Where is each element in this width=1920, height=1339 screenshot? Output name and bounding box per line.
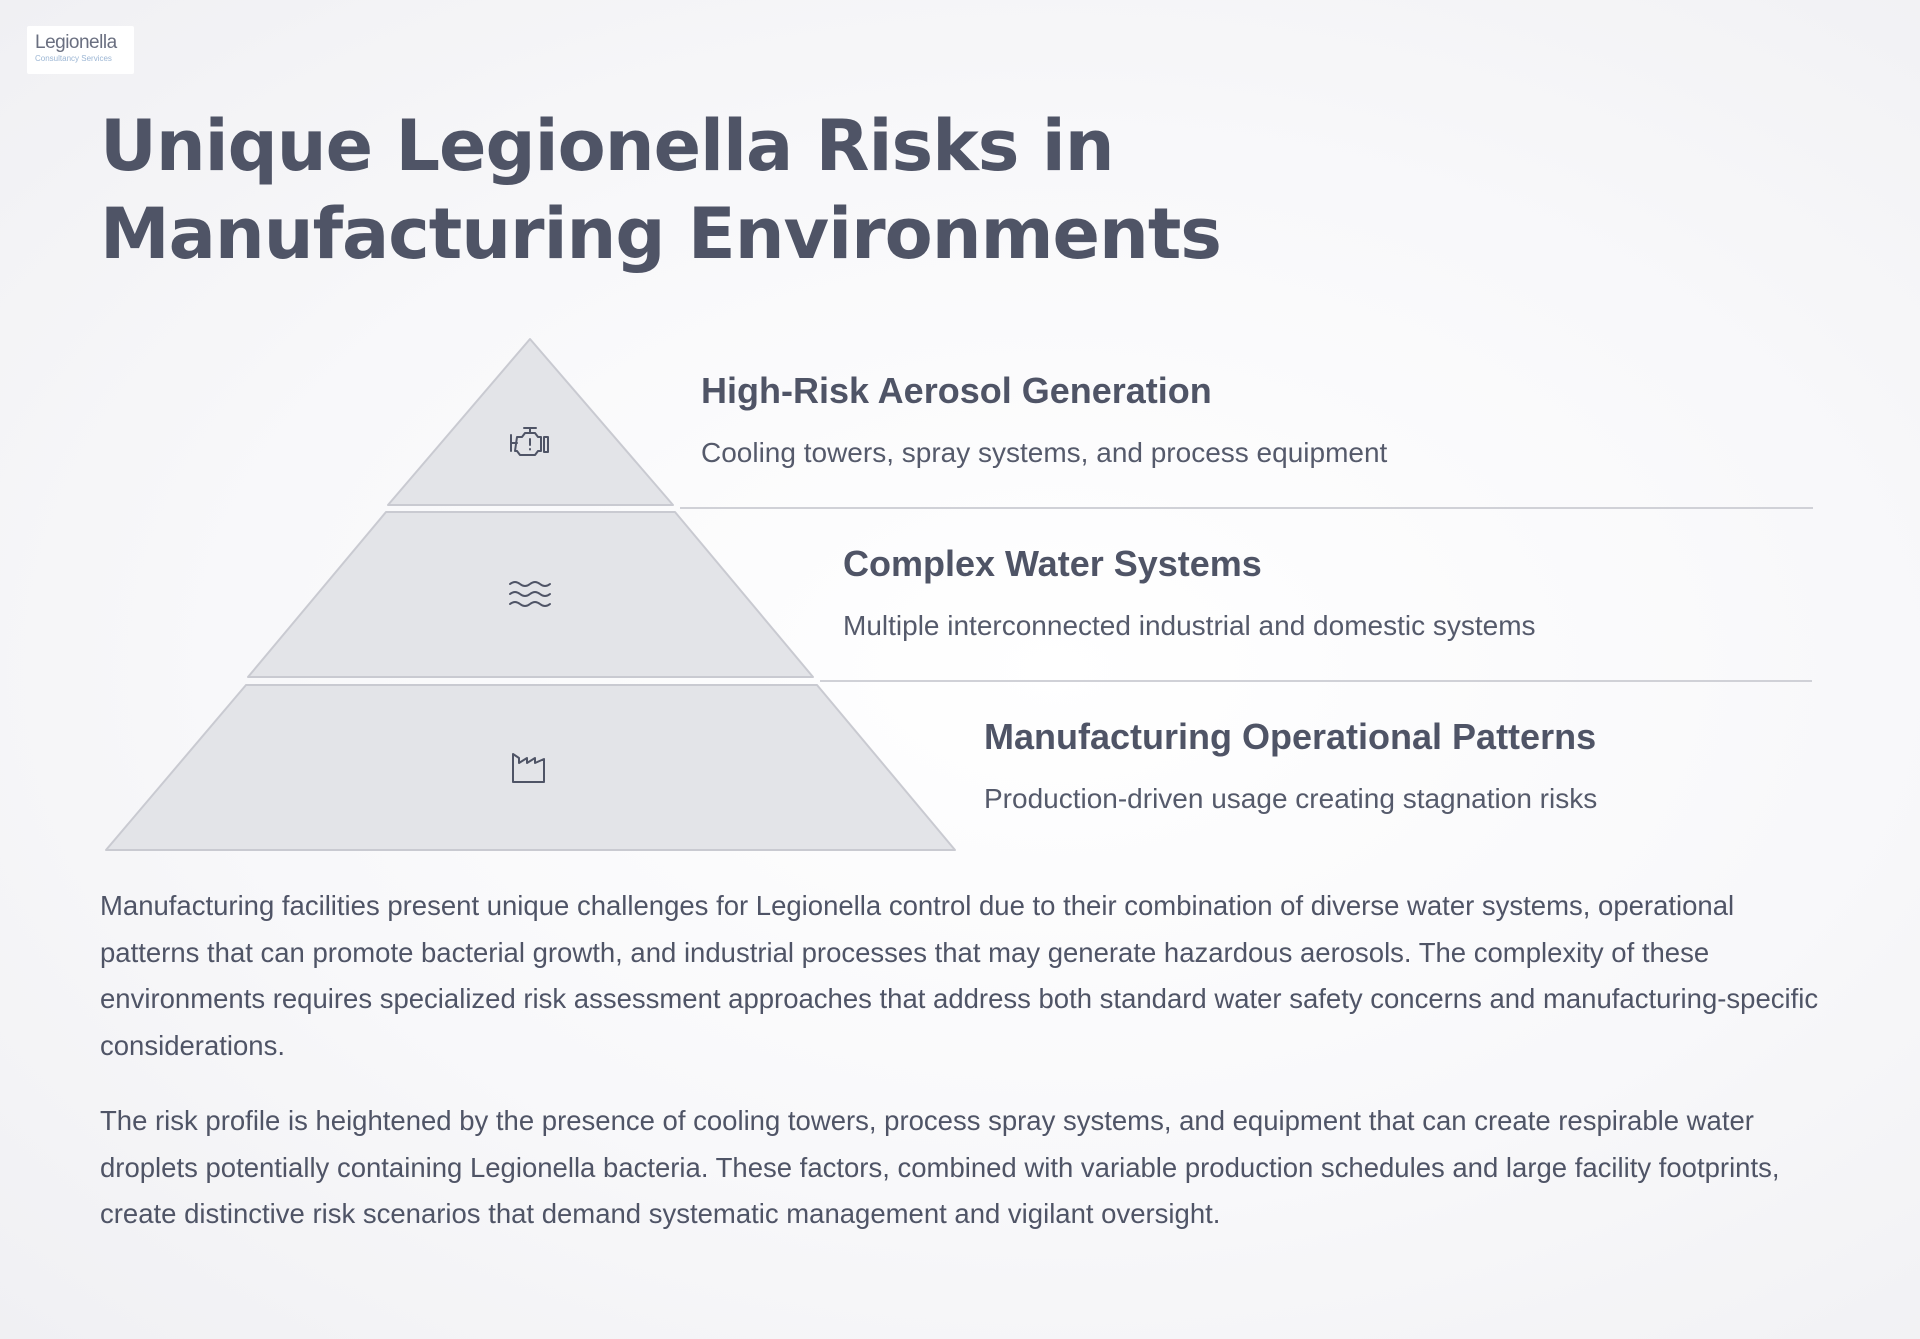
page-title: Unique Legionella Risks in Manufacturing… xyxy=(100,105,1222,275)
factory-icon xyxy=(512,753,545,783)
tier-2-description: Multiple interconnected industrial and d… xyxy=(843,610,1536,641)
tier-1-heading: High-Risk Aerosol Generation xyxy=(701,370,1212,411)
pyramid-tier-top xyxy=(387,338,674,506)
company-logo: Legionella Consultancy Services xyxy=(27,26,134,74)
waves-icon xyxy=(509,581,551,607)
risk-profile-paragraph: The risk profile is heightened by the pr… xyxy=(100,1105,1780,1229)
tier-1-divider xyxy=(680,507,1813,509)
tier-2-divider xyxy=(820,680,1812,682)
pyramid-tier-bottom xyxy=(105,684,956,851)
tier-2-heading: Complex Water Systems xyxy=(843,543,1262,584)
intro-paragraph: Manufacturing facilities present unique … xyxy=(100,890,1819,1061)
tier-3-description: Production-driven usage creating stagnat… xyxy=(984,783,1598,814)
tier-3-heading: Manufacturing Operational Patterns xyxy=(984,716,1597,757)
engine-warning-icon xyxy=(510,427,549,456)
tier-1-description: Cooling towers, spray systems, and proce… xyxy=(701,437,1388,468)
logo-name: Legionella xyxy=(35,32,117,53)
logo-subtitle: Consultancy Services xyxy=(35,54,112,63)
